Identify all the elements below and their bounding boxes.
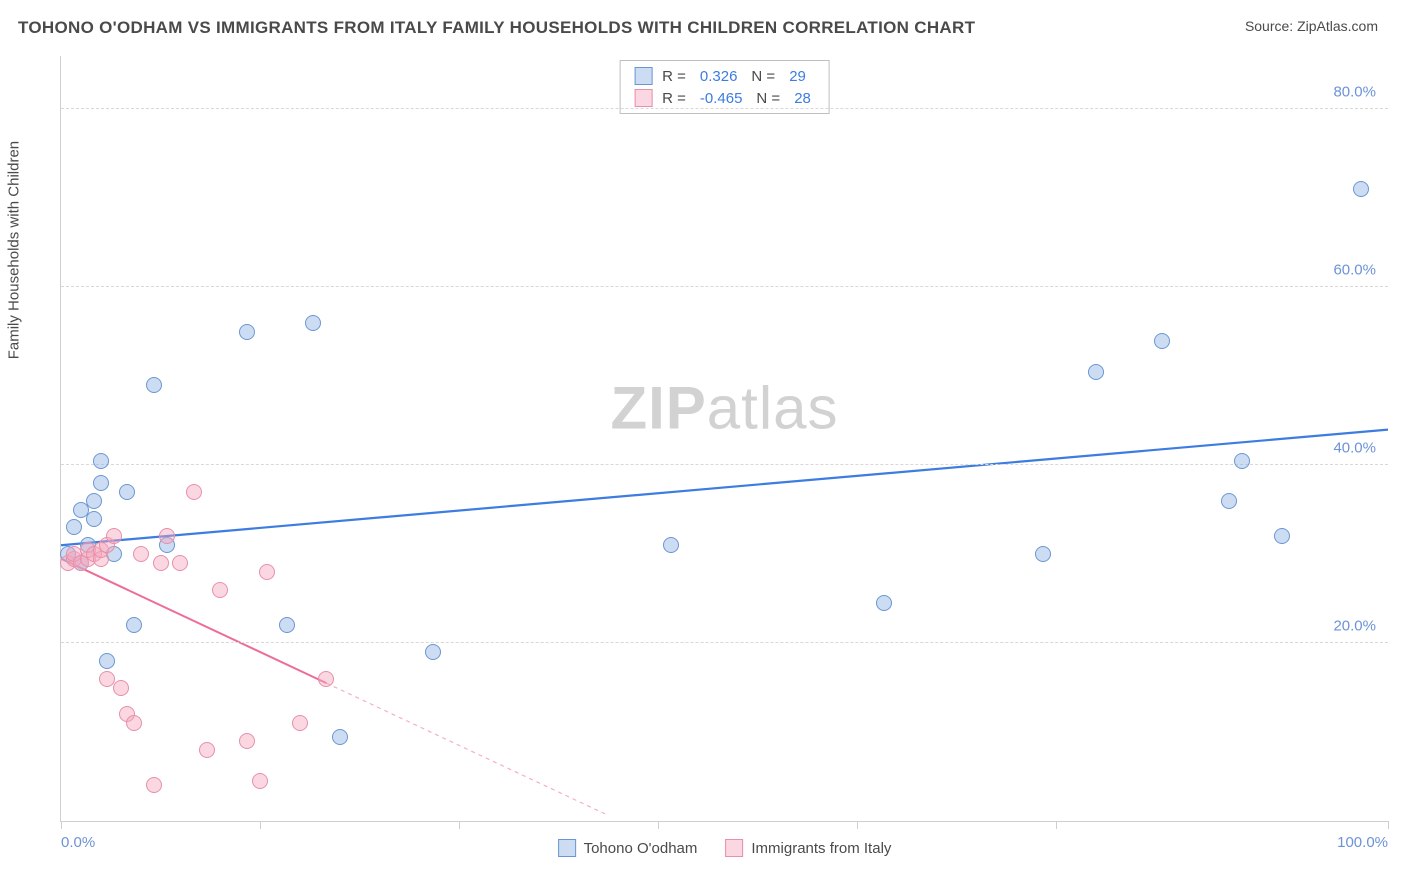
data-point — [1353, 181, 1369, 197]
watermark: ZIPatlas — [610, 373, 838, 442]
data-point — [199, 742, 215, 758]
stats-row-series-1: R = 0.326 N = 29 — [634, 67, 815, 85]
chart-container: Family Households with Children ZIPatlas… — [18, 56, 1388, 864]
n-value-2: 28 — [790, 90, 815, 107]
data-point — [1221, 493, 1237, 509]
data-point — [1154, 333, 1170, 349]
data-point — [93, 453, 109, 469]
data-point — [876, 595, 892, 611]
y-tick-label: 40.0% — [1333, 440, 1376, 457]
x-tick — [1388, 821, 1389, 829]
data-point — [159, 528, 175, 544]
data-point — [172, 555, 188, 571]
data-point — [106, 528, 122, 544]
swatch-pink-icon — [634, 89, 652, 107]
data-point — [252, 773, 268, 789]
plot-area: ZIPatlas R = 0.326 N = 29 R = -0.465 N =… — [60, 56, 1388, 822]
data-point — [186, 484, 202, 500]
data-point — [126, 617, 142, 633]
data-point — [86, 511, 102, 527]
x-tick — [857, 821, 858, 829]
data-point — [1088, 364, 1104, 380]
y-tick-label: 60.0% — [1333, 262, 1376, 279]
data-point — [113, 680, 129, 696]
gridline — [61, 108, 1388, 109]
x-tick — [658, 821, 659, 829]
legend-item-2: Immigrants from Italy — [725, 839, 891, 857]
data-point — [425, 644, 441, 660]
x-tick — [1056, 821, 1057, 829]
gridline — [61, 464, 1388, 465]
swatch-blue-icon — [634, 67, 652, 85]
legend-item-1: Tohono O'odham — [558, 839, 698, 857]
stats-row-series-2: R = -0.465 N = 28 — [634, 89, 815, 107]
legend-label-2: Immigrants from Italy — [751, 840, 891, 857]
data-point — [146, 377, 162, 393]
chart-header: TOHONO O'ODHAM VS IMMIGRANTS FROM ITALY … — [0, 0, 1406, 46]
legend: Tohono O'odham Immigrants from Italy — [558, 839, 892, 857]
chart-title: TOHONO O'ODHAM VS IMMIGRANTS FROM ITALY … — [18, 18, 975, 38]
gridline — [61, 642, 1388, 643]
data-point — [146, 777, 162, 793]
data-point — [663, 537, 679, 553]
data-point — [86, 493, 102, 509]
r-value-1: 0.326 — [696, 68, 742, 85]
gridline — [61, 286, 1388, 287]
source-attribution: Source: ZipAtlas.com — [1245, 18, 1378, 34]
data-point — [1035, 546, 1051, 562]
n-label: N = — [751, 68, 775, 85]
data-point — [1234, 453, 1250, 469]
swatch-pink-icon — [725, 839, 743, 857]
data-point — [332, 729, 348, 745]
y-tick-label: 80.0% — [1333, 84, 1376, 101]
data-point — [119, 484, 135, 500]
data-point — [1274, 528, 1290, 544]
data-point — [133, 546, 149, 562]
x-tick — [260, 821, 261, 829]
swatch-blue-icon — [558, 839, 576, 857]
data-point — [239, 324, 255, 340]
x-tick — [459, 821, 460, 829]
x-tick-label: 100.0% — [1337, 834, 1388, 851]
data-point — [305, 315, 321, 331]
r-value-2: -0.465 — [696, 90, 747, 107]
data-point — [259, 564, 275, 580]
data-point — [318, 671, 334, 687]
data-point — [212, 582, 228, 598]
regression-lines — [61, 56, 1388, 821]
n-value-1: 29 — [785, 68, 810, 85]
r-label: R = — [662, 68, 686, 85]
legend-label-1: Tohono O'odham — [584, 840, 698, 857]
x-tick — [61, 821, 62, 829]
x-tick-label: 0.0% — [61, 834, 95, 851]
data-point — [99, 653, 115, 669]
y-axis-label: Family Households with Children — [6, 141, 23, 359]
data-point — [153, 555, 169, 571]
data-point — [66, 519, 82, 535]
data-point — [279, 617, 295, 633]
correlation-stats-box: R = 0.326 N = 29 R = -0.465 N = 28 — [619, 60, 830, 114]
r-label: R = — [662, 90, 686, 107]
n-label: N = — [756, 90, 780, 107]
data-point — [292, 715, 308, 731]
data-point — [126, 715, 142, 731]
y-tick-label: 20.0% — [1333, 618, 1376, 635]
data-point — [239, 733, 255, 749]
data-point — [93, 475, 109, 491]
